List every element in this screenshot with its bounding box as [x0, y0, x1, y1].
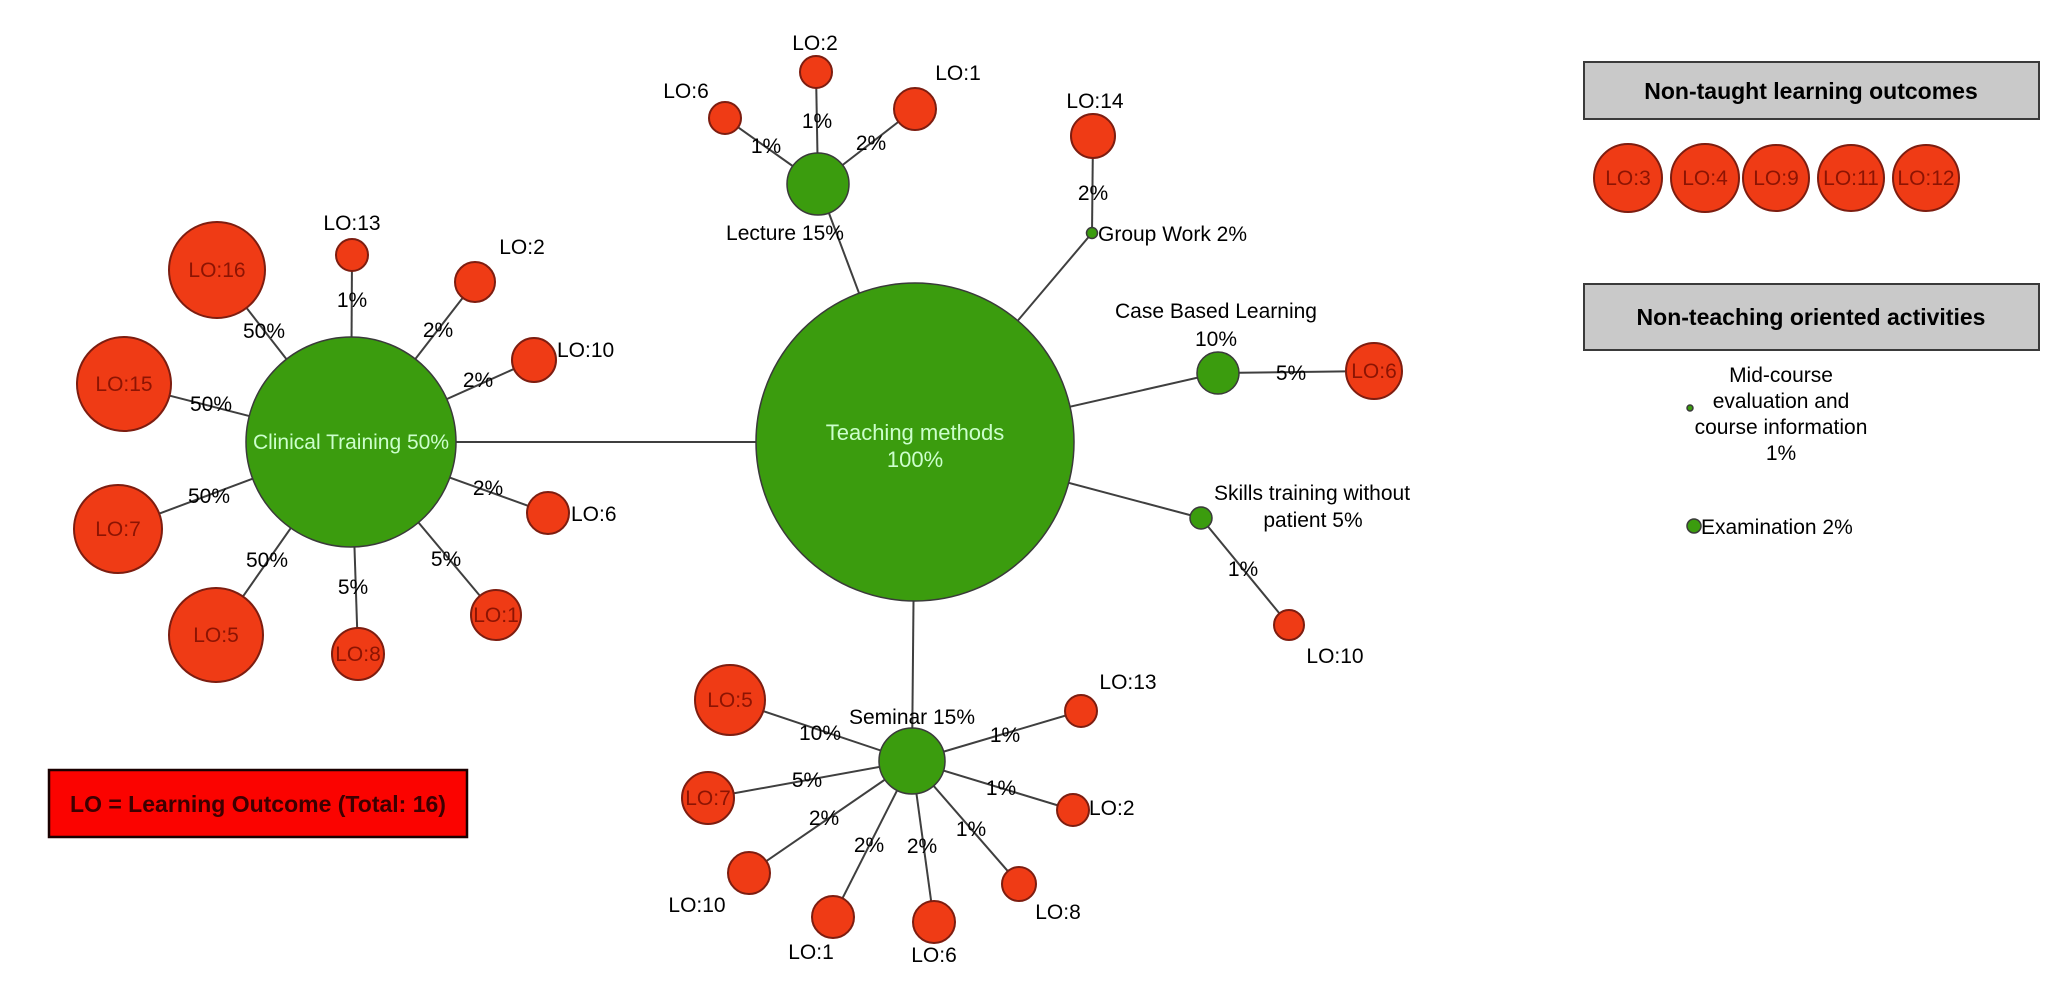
- svg-text:LO:1: LO:1: [473, 604, 519, 627]
- svg-text:LO:1: LO:1: [935, 62, 981, 85]
- svg-text:LO:7: LO:7: [685, 787, 731, 810]
- svg-text:2%: 2%: [423, 319, 453, 342]
- svg-text:1%: 1%: [1766, 442, 1796, 465]
- svg-text:LO:15: LO:15: [95, 373, 152, 396]
- svg-text:10%: 10%: [799, 722, 841, 745]
- svg-text:LO:14: LO:14: [1066, 90, 1124, 113]
- svg-text:1%: 1%: [802, 110, 832, 133]
- svg-text:LO:5: LO:5: [193, 624, 239, 647]
- svg-text:LO:9: LO:9: [1753, 167, 1799, 190]
- svg-text:1%: 1%: [1228, 558, 1258, 581]
- svg-text:LO:13: LO:13: [323, 212, 380, 235]
- svg-text:LO:2: LO:2: [792, 32, 838, 55]
- svg-text:LO:4: LO:4: [1682, 167, 1728, 190]
- svg-text:LO:8: LO:8: [1035, 901, 1081, 924]
- svg-text:LO:10: LO:10: [668, 894, 725, 917]
- svg-text:Teaching methods: Teaching methods: [826, 420, 1005, 445]
- svg-text:LO:11: LO:11: [1823, 167, 1879, 190]
- svg-text:5%: 5%: [338, 576, 368, 599]
- svg-text:5%: 5%: [431, 548, 461, 571]
- svg-text:2%: 2%: [856, 132, 886, 155]
- svg-text:Clinical Training 50%: Clinical Training 50%: [253, 431, 449, 454]
- svg-text:1%: 1%: [990, 724, 1020, 747]
- svg-text:2%: 2%: [473, 477, 503, 500]
- svg-text:patient 5%: patient 5%: [1263, 509, 1362, 532]
- svg-text:Case Based Learning: Case Based Learning: [1115, 300, 1317, 323]
- svg-text:LO:3: LO:3: [1605, 167, 1651, 190]
- svg-text:Lecture 15%: Lecture 15%: [726, 222, 844, 245]
- svg-text:1%: 1%: [986, 777, 1016, 800]
- svg-text:evaluation and: evaluation and: [1713, 390, 1850, 413]
- svg-text:2%: 2%: [854, 834, 884, 857]
- svg-text:LO:12: LO:12: [1897, 167, 1954, 190]
- svg-text:LO:2: LO:2: [1089, 797, 1135, 820]
- svg-text:Non-taught learning outcomes: Non-taught learning outcomes: [1644, 78, 1978, 104]
- svg-text:Mid-course: Mid-course: [1729, 364, 1833, 387]
- svg-text:course information: course information: [1695, 416, 1868, 439]
- svg-text:LO:8: LO:8: [335, 643, 381, 666]
- svg-text:5%: 5%: [792, 769, 822, 792]
- svg-text:LO:6: LO:6: [911, 944, 957, 967]
- svg-text:LO:10: LO:10: [557, 339, 614, 362]
- svg-text:100%: 100%: [887, 447, 943, 472]
- svg-text:10%: 10%: [1195, 328, 1237, 351]
- svg-text:2%: 2%: [809, 807, 839, 830]
- svg-text:1%: 1%: [337, 289, 367, 312]
- svg-text:1%: 1%: [956, 818, 986, 841]
- svg-text:50%: 50%: [188, 485, 230, 508]
- svg-text:1%: 1%: [751, 135, 781, 158]
- svg-text:LO:6: LO:6: [663, 80, 709, 103]
- svg-text:Skills training without: Skills training without: [1214, 482, 1410, 505]
- svg-text:Examination 2%: Examination 2%: [1701, 516, 1853, 539]
- svg-text:2%: 2%: [907, 835, 937, 858]
- svg-text:LO:10: LO:10: [1306, 645, 1363, 668]
- svg-text:LO:5: LO:5: [707, 689, 753, 712]
- svg-text:Seminar 15%: Seminar 15%: [849, 706, 975, 729]
- svg-text:5%: 5%: [1276, 362, 1306, 385]
- svg-text:LO:16: LO:16: [188, 259, 245, 282]
- svg-text:LO:6: LO:6: [571, 503, 617, 526]
- svg-text:Non-teaching oriented activiti: Non-teaching oriented activities: [1637, 304, 1986, 330]
- svg-text:50%: 50%: [243, 320, 285, 343]
- svg-text:LO:1: LO:1: [788, 941, 834, 964]
- svg-text:LO:2: LO:2: [499, 236, 545, 259]
- svg-text:LO:6: LO:6: [1351, 360, 1397, 383]
- svg-text:50%: 50%: [246, 549, 288, 572]
- svg-text:LO:7: LO:7: [95, 518, 141, 541]
- svg-text:Group Work 2%: Group Work 2%: [1098, 223, 1247, 246]
- svg-text:50%: 50%: [190, 393, 232, 416]
- svg-text:LO = Learning Outcome (Total:: LO = Learning Outcome (Total: 16): [70, 791, 446, 817]
- svg-text:LO:13: LO:13: [1099, 671, 1156, 694]
- svg-text:2%: 2%: [1078, 182, 1108, 205]
- svg-text:2%: 2%: [463, 369, 493, 392]
